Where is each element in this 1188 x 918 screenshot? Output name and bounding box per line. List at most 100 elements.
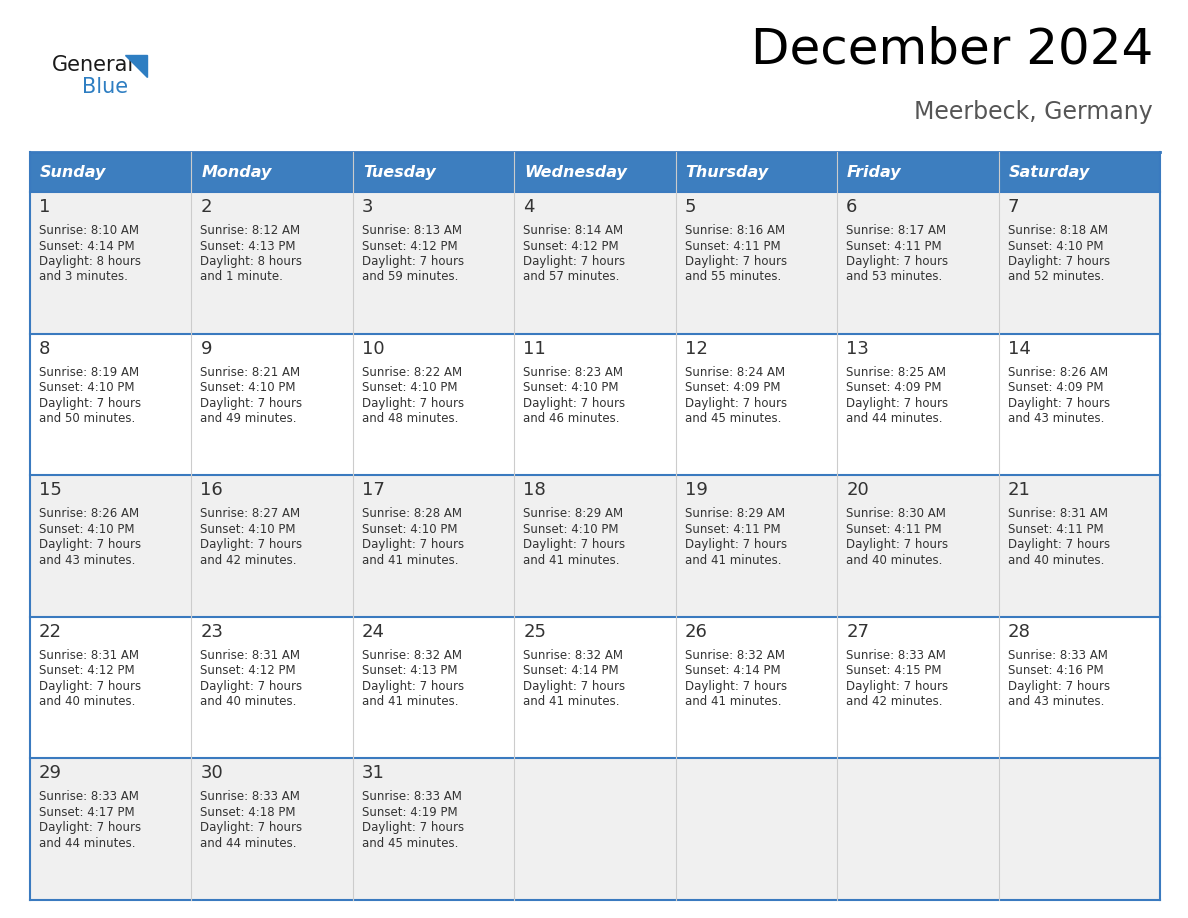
Text: Sunset: 4:14 PM: Sunset: 4:14 PM <box>684 665 781 677</box>
Text: Sunset: 4:19 PM: Sunset: 4:19 PM <box>362 806 457 819</box>
Text: Sunrise: 8:16 AM: Sunrise: 8:16 AM <box>684 224 785 237</box>
Text: Sunset: 4:12 PM: Sunset: 4:12 PM <box>362 240 457 252</box>
Text: and 57 minutes.: and 57 minutes. <box>523 271 620 284</box>
Text: 19: 19 <box>684 481 708 499</box>
Bar <box>191 476 353 617</box>
Text: Daylight: 7 hours: Daylight: 7 hours <box>846 255 948 268</box>
Text: Daylight: 7 hours: Daylight: 7 hours <box>1007 255 1110 268</box>
Text: Sunset: 4:11 PM: Sunset: 4:11 PM <box>846 522 942 536</box>
Text: Sunrise: 8:33 AM: Sunrise: 8:33 AM <box>1007 649 1107 662</box>
Text: 29: 29 <box>39 765 62 782</box>
Text: and 41 minutes.: and 41 minutes. <box>684 695 782 709</box>
Bar <box>838 192 999 333</box>
Text: and 40 minutes.: and 40 minutes. <box>846 554 942 566</box>
Text: and 52 minutes.: and 52 minutes. <box>1007 271 1104 284</box>
Text: Sunrise: 8:32 AM: Sunrise: 8:32 AM <box>684 649 785 662</box>
Text: Daylight: 7 hours: Daylight: 7 hours <box>362 397 465 409</box>
Text: and 40 minutes.: and 40 minutes. <box>1007 554 1104 566</box>
Text: and 44 minutes.: and 44 minutes. <box>39 837 135 850</box>
Bar <box>353 192 514 333</box>
Text: Sunrise: 8:30 AM: Sunrise: 8:30 AM <box>846 508 946 521</box>
Text: Sunset: 4:16 PM: Sunset: 4:16 PM <box>1007 665 1104 677</box>
Bar <box>999 758 1159 900</box>
Text: Sunrise: 8:31 AM: Sunrise: 8:31 AM <box>39 649 139 662</box>
Text: Sunset: 4:15 PM: Sunset: 4:15 PM <box>846 665 942 677</box>
Text: 23: 23 <box>201 622 223 641</box>
Bar <box>30 333 191 476</box>
Text: Thursday: Thursday <box>685 164 769 180</box>
Text: Sunrise: 8:28 AM: Sunrise: 8:28 AM <box>362 508 462 521</box>
Text: Sunrise: 8:29 AM: Sunrise: 8:29 AM <box>523 508 624 521</box>
Text: Sunset: 4:14 PM: Sunset: 4:14 PM <box>39 240 134 252</box>
Text: Sunset: 4:11 PM: Sunset: 4:11 PM <box>1007 522 1104 536</box>
Text: Sunset: 4:10 PM: Sunset: 4:10 PM <box>39 381 134 394</box>
Bar <box>514 192 676 333</box>
Text: 3: 3 <box>362 198 373 216</box>
Text: Blue: Blue <box>82 77 128 97</box>
Bar <box>999 152 1159 192</box>
Text: Monday: Monday <box>202 164 272 180</box>
Text: 7: 7 <box>1007 198 1019 216</box>
Text: Sunrise: 8:33 AM: Sunrise: 8:33 AM <box>362 790 462 803</box>
Bar <box>353 758 514 900</box>
Text: and 1 minute.: and 1 minute. <box>201 271 283 284</box>
Text: Sunrise: 8:18 AM: Sunrise: 8:18 AM <box>1007 224 1107 237</box>
Text: Sunrise: 8:24 AM: Sunrise: 8:24 AM <box>684 365 785 378</box>
Bar <box>838 758 999 900</box>
Text: 17: 17 <box>362 481 385 499</box>
Text: Daylight: 7 hours: Daylight: 7 hours <box>684 255 786 268</box>
Text: Daylight: 7 hours: Daylight: 7 hours <box>39 680 141 693</box>
Text: Sunset: 4:10 PM: Sunset: 4:10 PM <box>362 522 457 536</box>
Bar <box>676 333 838 476</box>
Text: Sunrise: 8:12 AM: Sunrise: 8:12 AM <box>201 224 301 237</box>
Text: Daylight: 7 hours: Daylight: 7 hours <box>523 538 625 551</box>
Text: Daylight: 8 hours: Daylight: 8 hours <box>201 255 303 268</box>
Text: Daylight: 7 hours: Daylight: 7 hours <box>1007 397 1110 409</box>
Bar <box>676 192 838 333</box>
Bar <box>353 476 514 617</box>
Text: and 43 minutes.: and 43 minutes. <box>39 554 135 566</box>
Text: Sunset: 4:12 PM: Sunset: 4:12 PM <box>39 665 134 677</box>
Text: and 59 minutes.: and 59 minutes. <box>362 271 459 284</box>
Text: Daylight: 7 hours: Daylight: 7 hours <box>1007 538 1110 551</box>
Bar <box>999 476 1159 617</box>
Text: 25: 25 <box>523 622 546 641</box>
Text: Sunday: Sunday <box>40 164 107 180</box>
Text: Daylight: 7 hours: Daylight: 7 hours <box>39 397 141 409</box>
Bar <box>514 333 676 476</box>
Text: and 44 minutes.: and 44 minutes. <box>846 412 942 425</box>
Bar <box>676 476 838 617</box>
Text: 15: 15 <box>39 481 62 499</box>
Text: 31: 31 <box>362 765 385 782</box>
Text: Daylight: 7 hours: Daylight: 7 hours <box>39 822 141 834</box>
Text: and 45 minutes.: and 45 minutes. <box>684 412 781 425</box>
Text: Saturday: Saturday <box>1009 164 1089 180</box>
Text: and 41 minutes.: and 41 minutes. <box>362 695 459 709</box>
Text: Daylight: 7 hours: Daylight: 7 hours <box>846 538 948 551</box>
Bar <box>353 617 514 758</box>
Text: December 2024: December 2024 <box>751 25 1154 73</box>
Text: Daylight: 7 hours: Daylight: 7 hours <box>846 680 948 693</box>
Bar <box>676 758 838 900</box>
Text: and 42 minutes.: and 42 minutes. <box>201 554 297 566</box>
Bar <box>353 333 514 476</box>
Text: 8: 8 <box>39 340 50 358</box>
Text: Daylight: 7 hours: Daylight: 7 hours <box>362 680 465 693</box>
Text: Daylight: 7 hours: Daylight: 7 hours <box>684 538 786 551</box>
Text: and 41 minutes.: and 41 minutes. <box>684 554 782 566</box>
Bar <box>30 152 191 192</box>
Text: Friday: Friday <box>847 164 902 180</box>
Text: Sunrise: 8:23 AM: Sunrise: 8:23 AM <box>523 365 624 378</box>
Text: Daylight: 8 hours: Daylight: 8 hours <box>39 255 141 268</box>
Bar <box>838 333 999 476</box>
Text: Meerbeck, Germany: Meerbeck, Germany <box>915 100 1154 124</box>
Text: 4: 4 <box>523 198 535 216</box>
Bar <box>30 617 191 758</box>
Text: Sunset: 4:10 PM: Sunset: 4:10 PM <box>362 381 457 394</box>
Bar <box>999 617 1159 758</box>
Bar <box>838 476 999 617</box>
Text: Daylight: 7 hours: Daylight: 7 hours <box>523 255 625 268</box>
Text: Daylight: 7 hours: Daylight: 7 hours <box>201 397 303 409</box>
Text: 5: 5 <box>684 198 696 216</box>
Text: Sunset: 4:10 PM: Sunset: 4:10 PM <box>201 522 296 536</box>
